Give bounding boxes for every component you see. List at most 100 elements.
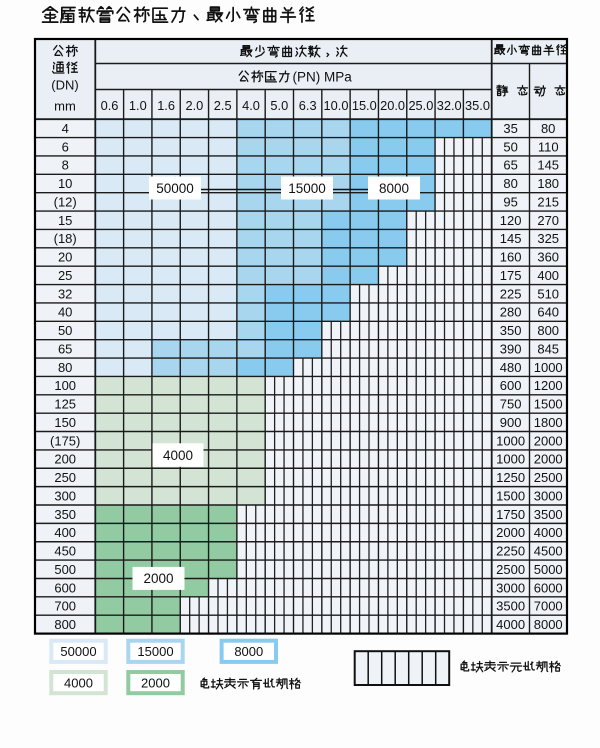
svg-text:(175): (175) [50,433,80,448]
svg-text:400: 400 [54,525,76,540]
svg-text:280: 280 [500,305,522,320]
svg-text:4500: 4500 [534,544,563,559]
svg-text:1000: 1000 [496,433,525,448]
svg-text:900: 900 [500,415,522,430]
svg-text:145: 145 [537,158,559,173]
svg-text:10.0: 10.0 [324,98,349,113]
svg-text:1.0: 1.0 [129,98,147,113]
svg-text:5000: 5000 [534,562,563,577]
svg-text:(PN) MPa: (PN) MPa [293,70,353,85]
svg-text:5.0: 5.0 [270,98,288,113]
svg-text:125: 125 [54,397,76,412]
svg-text:3000: 3000 [496,580,525,595]
svg-text:95: 95 [503,195,517,210]
svg-text:6000: 6000 [534,580,563,595]
svg-text:80: 80 [541,121,555,136]
svg-text:2.0: 2.0 [186,98,204,113]
svg-text:500: 500 [54,562,76,577]
svg-text:2000: 2000 [534,433,563,448]
svg-text:1500: 1500 [534,397,563,412]
svg-text:25.0: 25.0 [408,98,433,113]
svg-text:50000: 50000 [60,644,96,659]
svg-text:32.0: 32.0 [437,98,462,113]
svg-text:6: 6 [62,139,69,154]
svg-text:(12): (12) [54,195,77,210]
svg-text:400: 400 [537,268,559,283]
svg-text:80: 80 [58,360,72,375]
svg-text:2.5: 2.5 [214,98,232,113]
svg-text:100: 100 [54,378,76,393]
svg-text:15: 15 [58,213,72,228]
svg-text:480: 480 [500,360,522,375]
svg-text:2000: 2000 [143,571,173,586]
svg-text:800: 800 [537,323,559,338]
svg-text:(18): (18) [54,231,77,246]
svg-text:8000: 8000 [234,644,263,659]
svg-text:160: 160 [500,250,522,265]
svg-text:270: 270 [537,213,559,228]
svg-text:8: 8 [62,158,69,173]
svg-text:50: 50 [58,323,72,338]
svg-text:40: 40 [58,305,72,320]
svg-text:32: 32 [58,286,72,301]
svg-text:15000: 15000 [137,644,173,659]
svg-text:4.0: 4.0 [242,98,260,113]
svg-text:80: 80 [503,176,517,191]
svg-text:225: 225 [500,286,522,301]
svg-text:250: 250 [54,470,76,485]
svg-text:35: 35 [503,121,517,136]
svg-text:25: 25 [58,268,72,283]
svg-text:3500: 3500 [534,507,563,522]
svg-text:800: 800 [54,617,76,632]
svg-text:150: 150 [54,415,76,430]
svg-text:4000: 4000 [163,448,193,463]
svg-text:110: 110 [538,139,559,154]
svg-text:2500: 2500 [534,470,563,485]
svg-text:2000: 2000 [496,525,525,540]
svg-text:390: 390 [500,341,522,356]
svg-text:1.6: 1.6 [157,98,175,113]
svg-text:15.0: 15.0 [352,98,377,113]
svg-text:8000: 8000 [379,181,409,196]
svg-text:1800: 1800 [534,415,563,430]
svg-text:750: 750 [500,397,522,412]
svg-text:360: 360 [537,250,559,265]
svg-text:350: 350 [54,507,76,522]
svg-text:(DN): (DN) [51,78,78,93]
svg-text:450: 450 [54,544,76,559]
svg-text:10: 10 [58,176,72,191]
svg-text:1250: 1250 [496,470,525,485]
svg-text:175: 175 [500,268,522,283]
svg-text:1200: 1200 [534,378,563,393]
svg-text:2000: 2000 [141,676,170,691]
svg-text:215: 215 [537,195,559,210]
svg-text:325: 325 [537,231,559,246]
svg-text:600: 600 [500,378,522,393]
svg-text:120: 120 [500,213,522,228]
svg-text:2500: 2500 [496,562,525,577]
svg-text:4000: 4000 [64,676,93,691]
svg-text:50000: 50000 [156,181,194,196]
svg-text:145: 145 [500,231,522,246]
svg-text:20.0: 20.0 [380,98,405,113]
svg-text:65: 65 [58,341,72,356]
svg-text:350: 350 [500,323,522,338]
svg-text:1000: 1000 [534,360,563,375]
svg-text:65: 65 [503,158,517,173]
svg-text:700: 700 [54,599,76,614]
svg-text:2000: 2000 [534,452,563,467]
svg-text:4000: 4000 [496,617,525,632]
svg-text:180: 180 [537,176,559,191]
svg-text:15000: 15000 [288,181,326,196]
svg-text:20: 20 [58,250,72,265]
svg-text:mm: mm [54,98,76,113]
svg-text:7000: 7000 [534,599,563,614]
svg-text:1000: 1000 [496,452,525,467]
svg-text:2250: 2250 [496,544,525,559]
svg-text:200: 200 [54,452,76,467]
svg-text:1750: 1750 [496,507,525,522]
svg-text:4000: 4000 [534,525,563,540]
svg-text:640: 640 [537,305,559,320]
svg-text:6.3: 6.3 [299,98,317,113]
svg-text:50: 50 [503,139,517,154]
